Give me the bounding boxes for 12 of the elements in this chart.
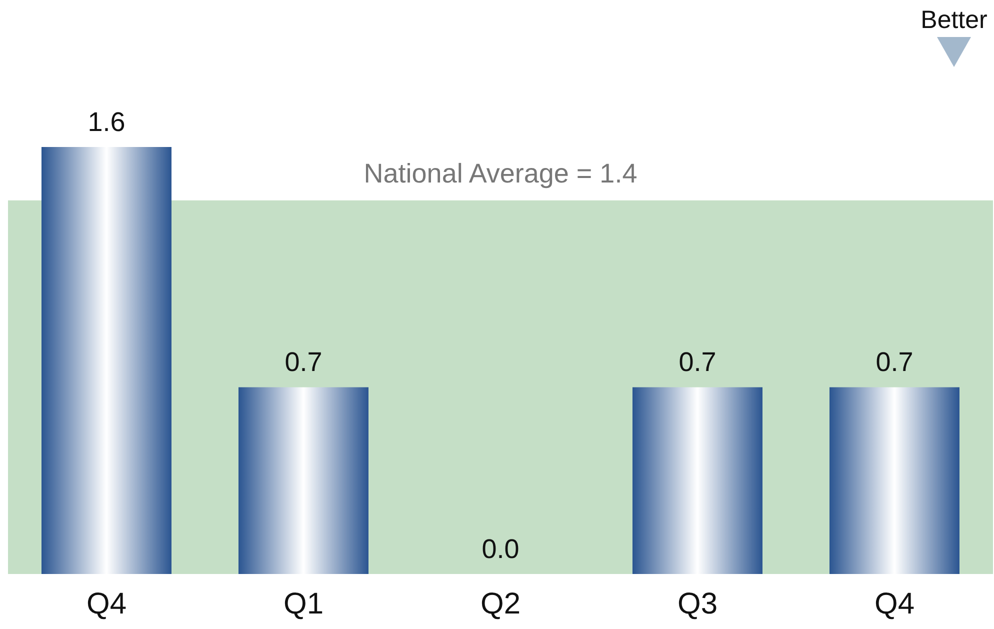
data-label: 0.7 [284,347,322,378]
data-label: 1.6 [88,107,126,137]
band-label: National Average = 1.4 [364,158,638,188]
data-label: 0.7 [678,347,716,378]
x-tick-label: Q2 [480,587,521,620]
data-label: 0.7 [876,347,914,378]
x-tick-label: Q1 [283,587,324,620]
x-tick-label: Q4 [874,587,915,620]
text: Better [920,6,988,35]
x-tick-label: Q4 [86,587,127,620]
x-tick-label: Q3 [677,587,718,620]
data-label: 0.0 [482,534,520,564]
